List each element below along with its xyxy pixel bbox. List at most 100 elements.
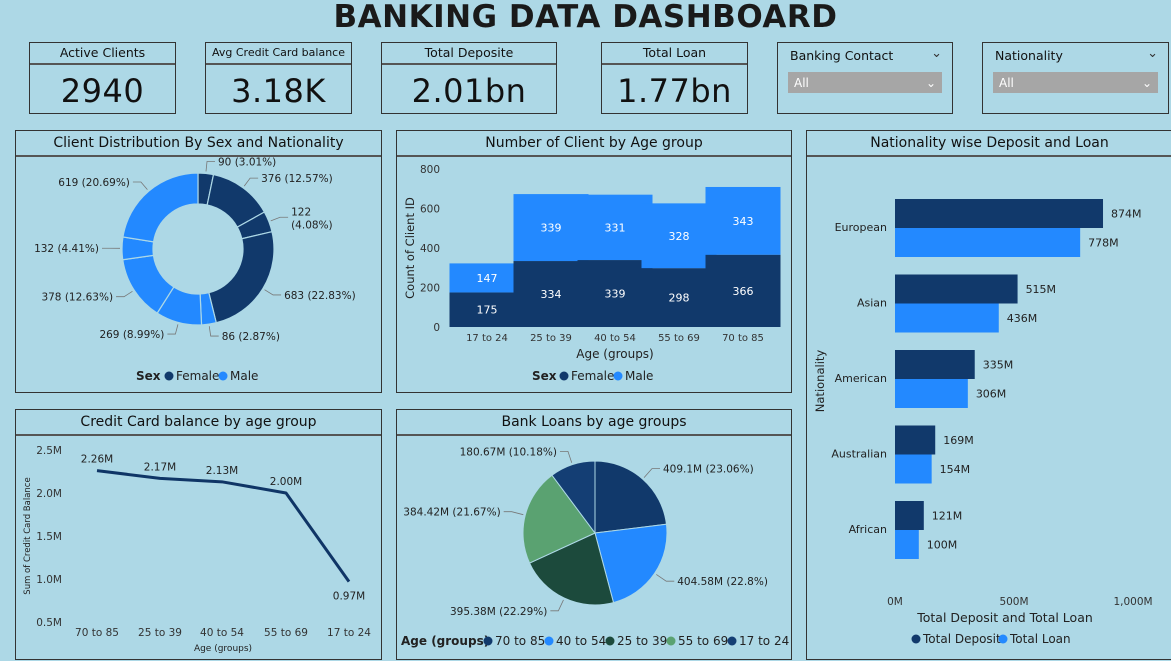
legend-marker <box>728 637 737 646</box>
pie-data-label: 404.58M (22.8%) <box>677 576 768 588</box>
kpi-label: Avg Credit Card balance <box>206 43 351 65</box>
legend-marker <box>999 635 1008 644</box>
y-tick-label: 1.5M <box>36 531 62 543</box>
client-distribution-panel: Client Distribution By Sex and Nationali… <box>15 130 382 393</box>
bar-data-label: 339 <box>541 222 562 235</box>
legend-marker <box>165 372 174 381</box>
bar-data-label: 331 <box>605 221 626 234</box>
pie-leader-line <box>656 574 674 581</box>
bar-data-label: 874M <box>1111 208 1142 221</box>
kpi-label: Total Loan <box>602 43 747 65</box>
legend-label: 55 to 69 <box>678 634 728 648</box>
donut-leader-line <box>244 178 258 186</box>
legend-title: Sex <box>136 369 161 383</box>
chevron-down-icon[interactable]: ⌄ <box>1142 72 1152 95</box>
bar-total-deposit <box>895 501 924 530</box>
banking-contact-slicer[interactable]: Banking Contact ⌄ All ⌄ <box>777 42 953 114</box>
x-tick-label: 40 to 54 <box>594 333 636 344</box>
bar-total-loan <box>895 530 919 559</box>
donut-data-label: 122 <box>291 206 311 218</box>
nationality-dropdown[interactable]: All ⌄ <box>993 72 1158 93</box>
line-data-label: 2.13M <box>206 465 238 477</box>
x-tick-label: 70 to 85 <box>75 627 119 639</box>
legend-label: Female <box>176 369 219 383</box>
kpi-label: Active Clients <box>30 43 175 65</box>
x-tick-label: 25 to 39 <box>530 333 572 344</box>
chevron-down-icon[interactable]: ⌄ <box>1147 46 1158 61</box>
bar-data-label: 100M <box>927 539 958 552</box>
bar-data-label: 343 <box>733 215 754 228</box>
nationality-slicer[interactable]: Nationality ⌄ All ⌄ <box>982 42 1169 114</box>
chevron-down-icon[interactable]: ⌄ <box>931 46 942 61</box>
y-tick-label: 400 <box>420 243 440 255</box>
x-tick-label: 55 to 69 <box>264 627 308 639</box>
x-tick-label: 55 to 69 <box>658 333 700 344</box>
bar-data-label: 515M <box>1026 283 1057 296</box>
dashboard-title: BANKING DATA DASHBOARD <box>0 2 1171 33</box>
y-tick-label: 0.5M <box>36 617 62 629</box>
pie-slice <box>595 461 666 533</box>
donut-data-label: 619 (20.69%) <box>58 177 130 189</box>
bar-data-label: 334 <box>541 288 562 301</box>
donut-data-label: 269 (8.99%) <box>99 329 164 341</box>
legend-label: Male <box>230 369 258 383</box>
bar-data-label: 436M <box>1007 312 1038 325</box>
y-tick-label: 800 <box>420 164 440 176</box>
bar-total-loan <box>895 228 1080 257</box>
kpi-total-loan: Total Loan 1.77bn <box>601 42 748 114</box>
legend-label: Total Deposit <box>922 632 1001 646</box>
x-axis-label: Age (groups) <box>194 644 252 654</box>
y-tick-label: 2.5M <box>36 445 62 457</box>
legend-marker <box>484 637 493 646</box>
legend-marker <box>912 635 921 644</box>
y-tick-label: 0 <box>433 322 440 334</box>
bar-data-label: 335M <box>983 359 1014 372</box>
x-tick-label: 500M <box>999 596 1028 608</box>
bank-loans-panel: Bank Loans by age groups 409.1M (23.06%)… <box>396 409 792 660</box>
donut-data-label: 86 (2.87%) <box>222 331 280 343</box>
pie-leader-line <box>644 469 660 478</box>
legend-marker <box>667 637 676 646</box>
legend-label: Female <box>571 369 614 383</box>
bar-total-deposit <box>895 426 935 455</box>
x-tick-label: 70 to 85 <box>722 333 764 344</box>
y-tick-label: African <box>849 523 887 536</box>
pie-data-label: 395.38M (22.29%) <box>450 606 547 618</box>
bar-data-label: 366 <box>733 285 754 298</box>
legend-label: 40 to 54 <box>556 634 606 648</box>
donut-data-label: 683 (22.83%) <box>284 290 356 302</box>
x-tick-label: 17 to 24 <box>466 333 508 344</box>
slicer-label: Nationality <box>995 48 1063 63</box>
donut-data-label: 378 (12.63%) <box>41 292 113 304</box>
bar-total-deposit <box>895 275 1018 304</box>
kpi-label: Total Deposite <box>382 43 556 65</box>
donut-leader-line <box>116 291 132 296</box>
nationality-deposit-loan-bar-chart: 874M778MEuropean515M436MAsian335M306MAme… <box>807 131 1171 661</box>
y-tick-label: American <box>835 372 887 385</box>
y-axis-label: Count of Client ID <box>403 197 417 299</box>
donut-leader-line <box>209 326 218 336</box>
y-tick-label: European <box>835 221 887 234</box>
kpi-value: 1.77bn <box>602 75 747 107</box>
bar-total-loan <box>895 379 968 408</box>
dropdown-selected-value: All <box>794 76 809 90</box>
legend-label: 70 to 85 <box>495 634 545 648</box>
x-axis-label: Age (groups) <box>576 347 654 361</box>
bar-data-label: 147 <box>477 272 498 285</box>
kpi-avg-credit-card-balance: Avg Credit Card balance 3.18K <box>205 42 352 114</box>
donut-slice <box>123 173 198 242</box>
legend-marker <box>614 372 623 381</box>
banking-contact-dropdown[interactable]: All ⌄ <box>788 72 942 93</box>
donut-leader-line <box>167 324 178 334</box>
dropdown-selected-value: All <box>999 76 1014 90</box>
line-data-label: 2.26M <box>81 454 113 466</box>
donut-data-label: 376 (12.57%) <box>261 173 333 185</box>
bar-data-label: 328 <box>669 230 690 243</box>
donut-leader-line <box>265 290 282 295</box>
bar-total-loan <box>895 304 999 333</box>
donut-data-label: 132 (4.41%) <box>34 243 99 255</box>
pie-leader-line <box>550 600 563 611</box>
chevron-down-icon[interactable]: ⌄ <box>926 72 936 95</box>
x-tick-label: 0M <box>887 596 903 608</box>
